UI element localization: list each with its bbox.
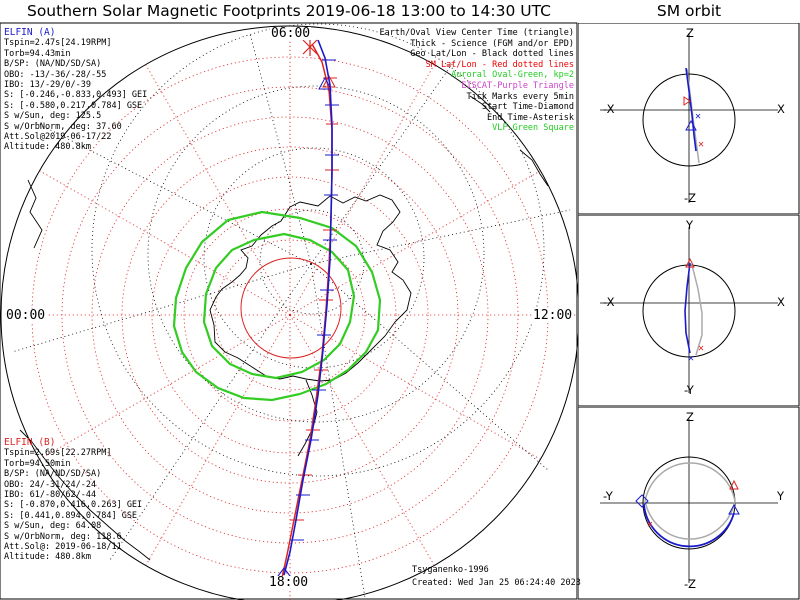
new-zealand-coastline: [469, 95, 549, 187]
end-asterisk-icon: [302, 38, 318, 56]
legend-item: EISCAT-Purple Triangle: [461, 80, 574, 91]
axis-label-top: Z: [686, 26, 694, 40]
sm-orbit-title: SM orbit: [656, 2, 722, 20]
sm-longitude-grid: [3, 28, 577, 600]
legend-item: Earth/Oval View Center Time (triangle): [379, 28, 574, 38]
elfin-b-line: Tspin=2.69s[22.27RPM]: [4, 448, 112, 459]
view-center-triangle-icon: [685, 257, 695, 268]
elfin-a-line: S w/OrbNorm, deg: 37.60: [4, 121, 122, 132]
sm-pole-circle: [240, 257, 342, 359]
elfin-b-info: ELFIN (B) Tspin=2.69s[22.27RPM] Torb=94.…: [4, 437, 143, 563]
legend-item: SM Lat/Lon - Red dotted lines: [425, 59, 574, 70]
svg-text:✕: ✕: [698, 343, 704, 354]
view-center-triangle-icon: [318, 76, 332, 90]
elfin-b-line: B/SP: (NA/ND/SD/SA): [4, 469, 102, 480]
elfin-a-line: S w/Sun, deg: 125.5: [4, 111, 102, 122]
elfin-a-footprint-track: [277, 39, 339, 585]
south-america-coastline: [19, 179, 151, 561]
elfin-a-line: Tspin=2.47s[24.19RPM]: [4, 38, 112, 49]
elfin-b-line: S: [-0.870,0.416,0.263] GEI: [4, 500, 143, 511]
geo-longitude-grid: [11, 33, 571, 599]
axis-label-bottom: -Y: [684, 383, 694, 397]
sm-orbit-panel-xy: ✕ ✕ Y -Y -X X: [578, 215, 800, 407]
axis-label-left: -X: [603, 295, 615, 309]
elfin-a-line: B/SP: (NA/ND/SD/SA): [4, 59, 102, 70]
model-credit: Tsyganenko-1996: [412, 565, 489, 575]
axis-label-bottom: -Z: [684, 191, 697, 205]
antarctica-coastline: [209, 194, 412, 382]
axis-label-bottom: -Z: [684, 577, 697, 591]
elfin-b-line: Att.Sol@: 2019-06-18/11: [4, 542, 122, 553]
clock-label-right: 12:00: [532, 308, 574, 323]
elfin-b-line: IBO: 61/-80/62/-44: [4, 490, 97, 501]
elfin-b-orbit: [644, 462, 736, 540]
elfin-a-line: OBO: -13/-36/-28/-55: [4, 69, 107, 80]
elfin-b-line: S w/OrbNorm, deg: 118.6: [4, 531, 122, 542]
axis-label-left: -Y: [603, 489, 613, 503]
elfin-b-line: Torb=94.50min: [4, 458, 71, 469]
elfin-a-orbit: [684, 262, 691, 354]
view-center-triangle-icon: [728, 503, 740, 515]
polar-footprint-map: [0, 22, 578, 600]
clock-label-left: 00:00: [5, 308, 47, 323]
view-center-triangle-icon: [685, 119, 697, 131]
elfin-a-line: Att.Sol@2019-06-17/22: [4, 132, 112, 143]
auroral-oval-inner: [202, 232, 356, 380]
elfin-b-line: S w/Sun, deg: 64.08: [4, 521, 102, 532]
elfin-a-line: Altitude: 480.8km: [4, 142, 91, 153]
axis-label-right: X: [777, 102, 785, 116]
elfin-a-line: S: [-0.246,-0.833,0.493] GEI: [4, 90, 148, 101]
sm-orbit-panel-yz: ✕ Z -Z -Y Y: [578, 407, 800, 600]
axis-label-top: Z: [686, 410, 694, 424]
legend-item: End Time-Asterisk: [487, 112, 574, 123]
elfin-a-line: S: [-0.580,0.217,0.784] GSE: [4, 100, 143, 111]
clock-label-bottom: 18:00: [268, 575, 310, 590]
geo-latitude-grid: [91, 23, 545, 477]
legend-item: Geo Lat/Lon - Black dotted lines: [410, 49, 574, 60]
elfin-a-line: IBO: 13/-29/0/-39: [4, 80, 91, 91]
svg-text:✕: ✕: [698, 139, 704, 150]
page-title: Southern Solar Magnetic Footprints 2019-…: [26, 2, 551, 20]
clock-label-top: 06:00: [270, 26, 312, 41]
elfin-b-line: S: [0.441,0.894,0.784] GSE: [4, 510, 138, 521]
created-timestamp: Created: Wed Jan 25 06:24:40 2023: [412, 578, 581, 588]
elfin-a-orbit: [685, 67, 697, 152]
elfin-a-line: Torb=94.43min: [4, 48, 71, 59]
antarctic-peninsula: [297, 379, 318, 457]
elfin-a-orbit: [643, 504, 735, 548]
elfin-b-footprint-track: [281, 38, 339, 579]
svg-text:✕: ✕: [695, 111, 701, 122]
axis-label-right: X: [777, 295, 785, 309]
sm-orbit-panel-xz: ✕ ✕ Z -Z -X X: [578, 23, 800, 215]
legend-item: Tick Marks every 5min: [466, 91, 574, 102]
axis-label-right: Y: [777, 489, 785, 503]
legend-item: Auroral Oval-Green, kp=2: [451, 70, 574, 81]
elfin-b-name: ELFIN (B): [4, 437, 56, 448]
elfin-b-line: Altitude: 480.8km: [4, 552, 91, 563]
legend: Earth/Oval View Center Time (triangle) T…: [380, 28, 574, 134]
elfin-a-info: ELFIN (A) Tspin=2.47s[24.19RPM] Torb=94.…: [4, 27, 148, 153]
svg-text:✕: ✕: [688, 353, 694, 364]
auroral-oval-outer: [172, 210, 382, 402]
elfin-a-name: ELFIN (A): [4, 27, 56, 38]
view-center-triangle-icon: [322, 74, 336, 88]
axis-label-top: Y: [686, 218, 694, 232]
elfin-b-orbit: [691, 264, 703, 356]
legend-item: VLF-Green Square: [492, 123, 574, 134]
axis-label-left: -X: [603, 102, 615, 116]
elfin-b-line: OBO: 24/-31/24/-24: [4, 479, 97, 490]
legend-item: Start Time-Diamond: [481, 102, 574, 113]
legend-item: Thick - Science (FGM and/or EPD): [410, 38, 574, 49]
svg-text:✕: ✕: [647, 519, 653, 530]
map-frame: [0, 22, 578, 600]
